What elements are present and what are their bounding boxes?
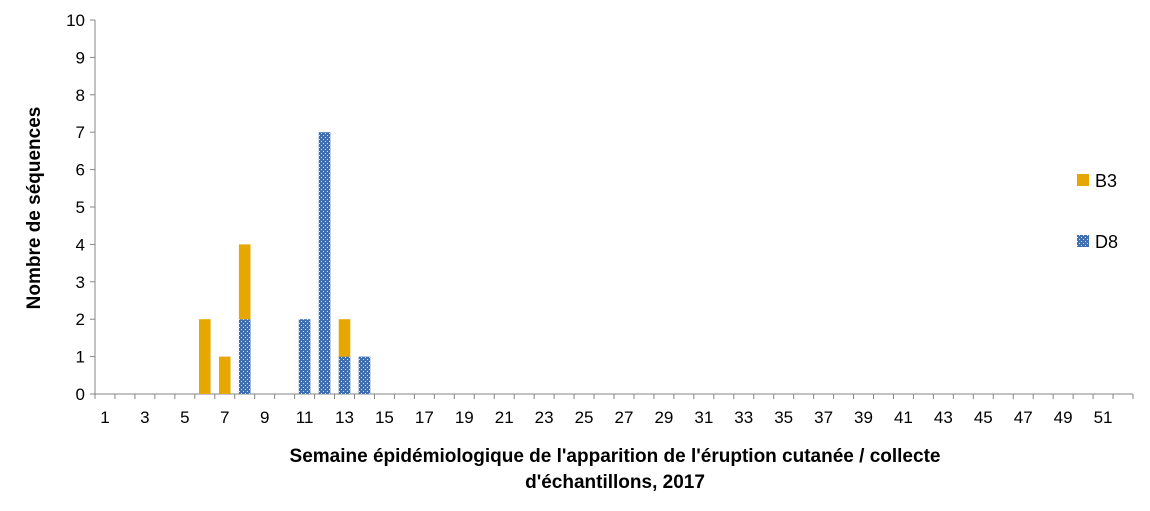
y-tick-label: 3 (76, 273, 85, 292)
x-tick-label: 13 (335, 408, 354, 427)
x-tick-label: 45 (974, 408, 993, 427)
bar-d8-week-14 (358, 356, 371, 394)
x-tick-label: 27 (615, 408, 634, 427)
bar-b3-week-6 (198, 319, 211, 394)
x-tick-label: 1 (100, 408, 109, 427)
x-tick-label: 35 (774, 408, 793, 427)
x-tick-label: 33 (734, 408, 753, 427)
x-tick-label: 43 (934, 408, 953, 427)
y-tick-label: 8 (76, 86, 85, 105)
bar-d8-week-12 (318, 132, 331, 394)
x-tick-label: 11 (296, 408, 314, 427)
x-tick-label: 5 (180, 408, 189, 427)
legend-swatch-b3 (1077, 174, 1089, 186)
x-axis-title-line-2: d'échantillons, 2017 (525, 472, 705, 493)
x-tick-label: 15 (375, 408, 394, 427)
y-tick-label: 2 (76, 310, 85, 329)
axes (90, 19, 1134, 399)
bar-d8-week-13 (338, 356, 351, 394)
x-tick-label: 7 (220, 408, 229, 427)
x-tick-label: 9 (260, 408, 269, 427)
x-tick-label: 21 (495, 408, 514, 427)
x-tick-label: 51 (1094, 408, 1113, 427)
x-tick-label: 25 (575, 408, 594, 427)
x-tick-label: 37 (814, 408, 833, 427)
x-tick-label: 17 (415, 408, 434, 427)
x-axis-title-line-1: Semaine épidémiologique de l'apparition … (290, 446, 941, 467)
x-tick-label: 19 (455, 408, 474, 427)
x-tick-label: 47 (1014, 408, 1033, 427)
bar-d8-week-11 (298, 319, 311, 394)
x-tick-label: 41 (894, 408, 913, 427)
x-tick-label: 3 (140, 408, 149, 427)
y-tick-label: 4 (76, 235, 85, 254)
y-tick-label: 7 (76, 123, 85, 142)
y-axis-title: Nombre de séquences (24, 107, 45, 310)
x-tick-label: 23 (535, 408, 554, 427)
x-tick-label: 31 (694, 408, 713, 427)
bars (198, 132, 371, 394)
bar-b3-week-8 (238, 244, 251, 320)
legend-swatch-d8 (1077, 235, 1089, 247)
x-tick-label: 29 (654, 408, 673, 427)
legend-label-b3: B3 (1095, 171, 1117, 191)
bar-b3-week-13 (338, 319, 351, 357)
bar-b3-week-7 (218, 356, 231, 394)
y-tick-label: 0 (76, 385, 85, 404)
bar-d8-week-8 (238, 319, 251, 394)
legend-label-d8: D8 (1095, 232, 1118, 252)
x-tick-label: 39 (854, 408, 873, 427)
y-tick-label: 5 (76, 198, 85, 217)
y-tick-label: 10 (66, 11, 85, 30)
x-tick-label: 49 (1054, 408, 1073, 427)
y-tick-label: 1 (76, 348, 85, 367)
y-tick-label: 6 (76, 161, 85, 180)
legend: B3 D8 (1077, 171, 1118, 252)
y-tick-label: 9 (76, 48, 85, 67)
